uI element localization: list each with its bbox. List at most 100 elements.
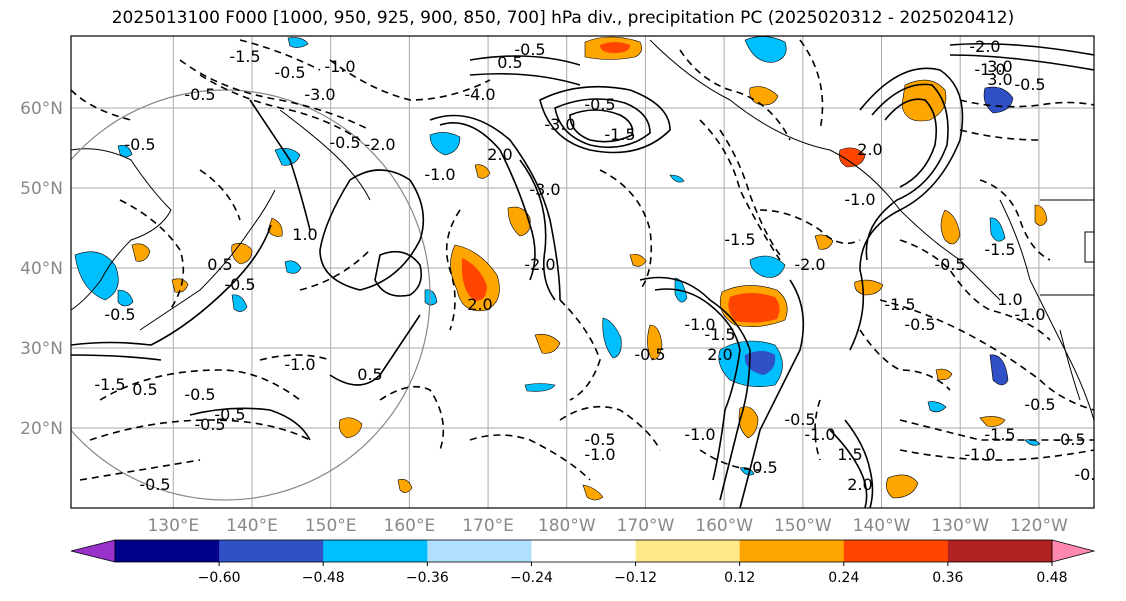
contour-line — [199, 74, 361, 141]
colorbar: −0.60 −0.48 −0.36 −0.24 −0.12 0.12 0.24 0.36 0.4… — [70, 539, 1096, 586]
contour-label: -1.5 — [724, 230, 755, 249]
precip-pos-patch — [534, 334, 561, 354]
contour-label: -1.0 — [424, 165, 455, 184]
contour-label: 0.5 — [207, 255, 232, 274]
colorbar-segment — [843, 540, 949, 562]
coastline-baja — [1059, 329, 1081, 401]
precip-neg-patch — [284, 260, 302, 274]
contour-label: 3.0 — [987, 57, 1012, 76]
contour-label: -0.5 — [1074, 465, 1105, 484]
contour-line — [859, 329, 951, 391]
contour-line — [249, 99, 311, 231]
precip-neg-patch — [744, 351, 776, 375]
colorbar-segment — [635, 540, 741, 562]
contour-label: -1.5 — [884, 295, 915, 314]
contour-label: 0.5 — [357, 365, 382, 384]
lon-label: 170°W — [617, 516, 675, 536]
coastline-namerica — [999, 199, 1094, 421]
contour-label: -0.5 — [1054, 430, 1085, 449]
contour-label: -3.0 — [304, 85, 335, 104]
lat-label: 20°N — [20, 419, 63, 439]
precip-neg-patch — [287, 37, 309, 48]
contour-label: -0.5 — [1014, 75, 1045, 94]
precip-pos-patch — [131, 243, 151, 262]
precip-neg-patch — [927, 401, 947, 413]
contour-line — [89, 419, 311, 441]
contour-label: 1.5 — [837, 445, 862, 464]
contour-label: -0.5 — [934, 255, 965, 274]
contour-label: -4.0 — [464, 85, 495, 104]
contour-line — [599, 169, 653, 291]
contour-label: -1.0 — [1014, 305, 1045, 324]
contour-label: -0.5 — [1024, 395, 1055, 414]
colorbar-tick-label: 0.12 — [724, 570, 755, 586]
longitude-labels: 130°E 140°E 150°E 160°E 170°E 180°W 170°W 160°W… — [147, 516, 1068, 536]
contour-line — [189, 407, 311, 441]
solid-contours — [71, 42, 1094, 508]
contour-label: -1.0 — [974, 60, 1005, 79]
lon-label: 130°W — [931, 516, 989, 536]
contour-line — [469, 72, 581, 86]
contour-label: -2.0 — [969, 37, 1000, 56]
colorbar-segment — [739, 540, 845, 562]
contour-line — [554, 98, 651, 149]
precip-pos-patch — [582, 484, 604, 501]
contour-label: -1.5 — [704, 325, 735, 344]
contour-label: -0.5 — [584, 95, 615, 114]
precipitation-shading — [74, 36, 1048, 501]
precip-pos-patch — [461, 258, 487, 301]
border-state — [1084, 231, 1094, 263]
lat-label: 40°N — [20, 259, 63, 279]
precip-pos-patch — [728, 293, 780, 323]
coastline-japan — [139, 189, 276, 331]
contour-label: 0.5 — [132, 380, 157, 399]
contour-line — [654, 288, 741, 481]
contour-label: -1.0 — [844, 190, 875, 209]
lon-label: 160°W — [695, 516, 753, 536]
colorbar-arrow-left — [70, 539, 116, 563]
contour-line — [299, 249, 371, 291]
colorbar-tick-label: −0.36 — [406, 570, 449, 586]
contour-label: -1.0 — [284, 355, 315, 374]
precip-neg-patch — [429, 132, 461, 156]
contour-label: 1.0 — [292, 225, 317, 244]
map-frame — [70, 35, 1095, 509]
contour-line — [559, 299, 601, 401]
contour-label: 2.0 — [487, 145, 512, 164]
contour-line — [884, 98, 938, 188]
precip-neg-patch — [231, 294, 248, 312]
contour-label: 0.5 — [497, 53, 522, 72]
contour-line — [71, 354, 162, 361]
contour-line — [879, 299, 1094, 411]
lon-label: 130°E — [147, 516, 199, 536]
contour-line — [79, 459, 201, 481]
precip-neg-patch — [739, 467, 755, 476]
contour-line — [439, 121, 536, 281]
lat-label: 30°N — [20, 339, 63, 359]
contour-line — [99, 369, 301, 401]
contour-line — [119, 199, 185, 311]
precip-neg-patch — [117, 289, 134, 307]
contour-line — [849, 67, 964, 351]
precip-pos-patch — [267, 217, 283, 237]
precip-pos-patch — [979, 416, 1006, 427]
contour-label: 2.0 — [707, 345, 732, 364]
contour-line — [814, 399, 821, 461]
contour-line — [739, 279, 805, 508]
precip-neg-patch — [983, 86, 1014, 114]
contour-line — [865, 83, 949, 261]
contour-label: -0.5 — [784, 410, 815, 429]
precip-pos-patch — [940, 209, 961, 245]
contour-label: -2.0 — [524, 255, 555, 274]
contour-label: -1.0 — [684, 315, 715, 334]
contour-line — [199, 169, 241, 221]
contour-label: -0.5 — [514, 40, 545, 59]
contour-label: 3.0 — [987, 70, 1012, 89]
precip-neg-patch — [602, 317, 622, 359]
contour-label: -0.5 — [194, 415, 225, 434]
lon-label: 150°E — [305, 516, 357, 536]
precip-pos-patch — [397, 479, 413, 493]
contour-line — [429, 114, 561, 301]
precip-neg-patch — [749, 255, 786, 278]
